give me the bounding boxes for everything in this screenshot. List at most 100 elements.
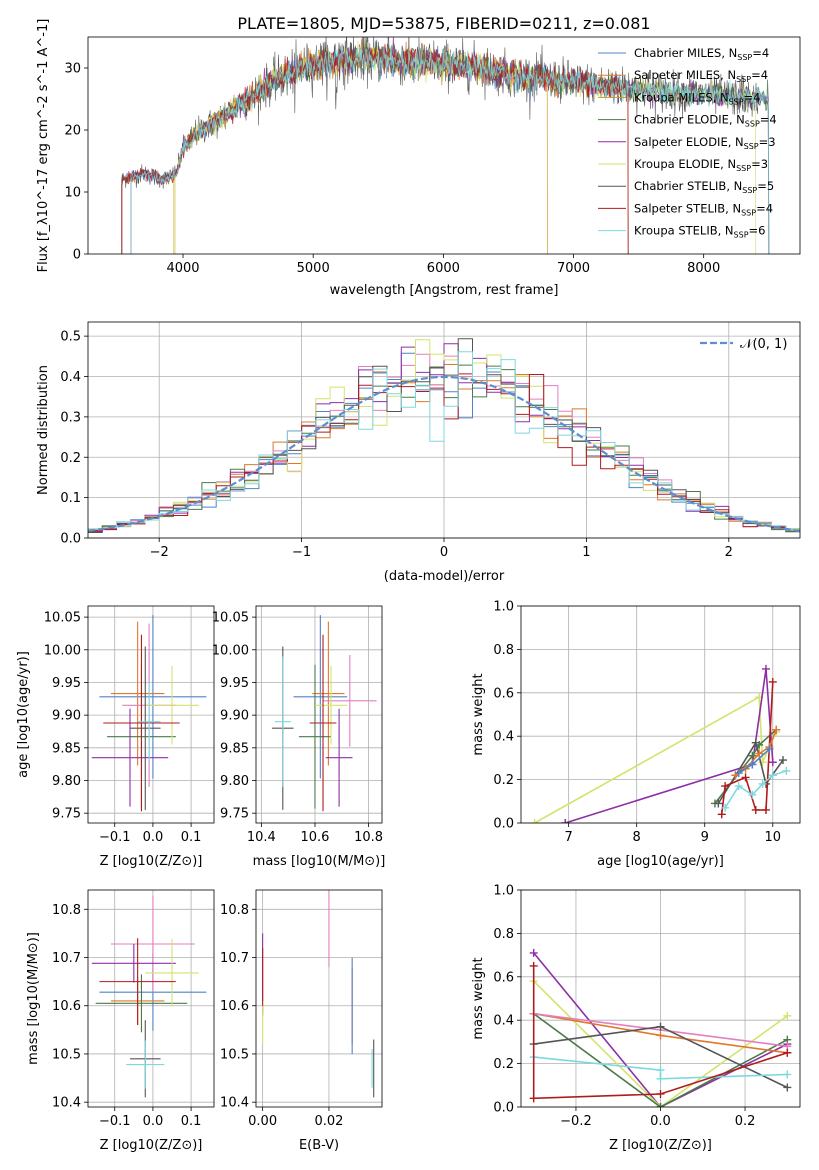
weight-marker <box>765 745 774 754</box>
y-tick-label: 10.7 <box>52 951 81 966</box>
mass-weight-vs-age-axes: 7 8 9 10 0.0 0.2 0.4 0.6 0.8 1.0 age [log10(age/yr… <box>471 600 801 869</box>
spectrum-plot-area <box>121 37 770 254</box>
y-tick-label: 0.8 <box>493 927 514 942</box>
legend-label-tail: =4 <box>760 113 777 127</box>
y-tick-label: 10.05 <box>44 611 81 626</box>
residual-distribution-plot-area <box>88 338 800 533</box>
y-axis-label: mass weight <box>471 673 486 755</box>
y-tick-label: 0.6 <box>493 970 514 985</box>
x-tick-label: 5000 <box>297 261 330 276</box>
mass-vs-metallicity-axes: −0.1 0.0 0.1 10.4 10.5 10.6 10.7 10.8 Z [log10(Z… <box>26 889 215 1153</box>
weight-line-salpeter-elodie <box>564 668 774 823</box>
legend-label-base: Kroupa ELODIE, N <box>634 157 736 171</box>
mass-vs-metallicity-plot-area <box>91 895 207 1098</box>
y-tick-label: 10.6 <box>220 999 249 1014</box>
y-tick-label: 0.0 <box>493 1101 514 1116</box>
age-vs-mass-axes: 10.4 10.6 10.8 9.75 9.80 9.85 9.90 9.95 10.00 10.… <box>212 605 385 869</box>
weight-marker <box>783 1048 792 1057</box>
weight-marker <box>783 1070 792 1079</box>
weight-marker <box>561 819 570 823</box>
residual-distribution-frame <box>87 321 801 539</box>
legend-label-tail: =4 <box>756 201 773 215</box>
x-tick-label: 10.6 <box>301 830 330 845</box>
x-tick-label: 8000 <box>687 261 720 276</box>
x-tick-label: 2 <box>725 545 733 560</box>
spectrum-axes: 4000 5000 6000 7000 8000 0 10 20 30 PLATE=1805, M… <box>36 14 801 298</box>
weight-line-kroupa-elodie <box>534 695 777 823</box>
y-tick-label: 1.0 <box>493 600 514 615</box>
y-tick-label: 10.8 <box>220 903 249 918</box>
y-tick-label: 0.0 <box>60 532 81 547</box>
mass-weight-vs-metallicity-plot-area <box>529 948 792 1107</box>
x-tick-label: 9 <box>701 830 709 845</box>
legend-label-sub: SSP <box>745 120 760 129</box>
x-tick-label: 7000 <box>557 261 590 276</box>
legend-label-base: Kroupa MILES, N <box>634 90 729 104</box>
weight-marker <box>748 751 757 760</box>
legend-label-sub: SSP <box>737 53 752 62</box>
weight-marker <box>758 779 767 788</box>
y-tick-label: 9.75 <box>220 807 249 822</box>
y-tick-label: 0.6 <box>493 686 514 701</box>
x-axis-label: age [log10(age/yr)] <box>597 854 724 869</box>
y-tick-label: 0 <box>73 248 81 263</box>
x-tick-label: 10 <box>765 830 782 845</box>
x-axis-label: Z [log10(Z/Z⊙)] <box>100 1138 203 1153</box>
model-spectrum-kroupa-stelib <box>130 43 770 254</box>
weight-line-salpeter-stelib <box>532 966 788 1100</box>
spectrum-frame <box>87 36 801 255</box>
x-tick-label: 0.02 <box>314 1114 343 1129</box>
weight-marker <box>529 1094 538 1103</box>
x-tick-label: 10.8 <box>354 830 383 845</box>
y-tick-label: 10.00 <box>44 643 81 658</box>
y-tick-label: 9.85 <box>52 741 81 756</box>
legend-label-base: Salpeter ELODIE, N <box>634 135 744 149</box>
y-axis-label: mass weight <box>471 957 486 1039</box>
weight-line-salpeter-elodie <box>533 952 788 1107</box>
legend-label-tail: =4 <box>752 46 769 60</box>
weight-marker <box>741 773 750 782</box>
chart-title: PLATE=1805, MJD=53875, FIBERID=0211, z=0… <box>237 14 650 33</box>
legend-label-base: Kroupa STELIB, N <box>634 224 734 238</box>
x-tick-label: −2 <box>150 545 169 560</box>
y-tick-label: 9.85 <box>220 741 249 756</box>
mass-vs-extinction-frame <box>255 889 383 1108</box>
x-axis-label: wavelength [Angstrom, rest frame] <box>330 283 559 298</box>
model-spectrum-kroupa-miles <box>173 44 548 254</box>
histogram-kroupa-stelib <box>88 351 800 531</box>
weight-marker <box>717 810 726 819</box>
weight-marker <box>751 738 760 747</box>
y-tick-label: 30 <box>64 62 81 77</box>
legend-label-tail: =6 <box>749 224 766 238</box>
legend-label-tail: =3 <box>751 157 768 171</box>
x-tick-label: 7 <box>564 830 572 845</box>
y-axis-label: age [log10(age/yr)] <box>16 651 31 778</box>
x-tick-label: 0.0 <box>143 1114 164 1129</box>
y-tick-label: 0.4 <box>493 730 514 745</box>
x-axis-label: Z [log10(Z/Z⊙)] <box>100 854 203 869</box>
x-axis-label: Z [log10(Z/Z⊙)] <box>609 1138 712 1153</box>
x-tick-label: 4000 <box>166 261 199 276</box>
age-vs-mass-plot-area <box>272 615 377 812</box>
legend-label-sub: SSP <box>736 75 751 84</box>
age-vs-metallicity-axes: −0.1 0.0 0.1 9.75 9.80 9.85 9.90 9.95 10.00 10.05… <box>16 605 215 869</box>
y-tick-label: 0.5 <box>60 330 81 345</box>
x-tick-label: 6000 <box>427 261 460 276</box>
legend-label: Kroupa STELIB, NSSP=6 <box>634 224 765 240</box>
y-tick-label: 10.7 <box>220 951 249 966</box>
y-tick-label: 10.00 <box>212 643 249 658</box>
legend-label-tail: =3 <box>759 135 776 149</box>
weight-marker <box>714 799 723 808</box>
y-tick-label: 9.90 <box>220 709 249 724</box>
weight-marker <box>768 677 777 686</box>
x-axis-label: (data-model)/error <box>384 569 505 584</box>
y-tick-label: 10.05 <box>212 611 249 626</box>
mass-vs-metallicity-frame <box>87 889 215 1108</box>
y-tick-label: 0.1 <box>60 491 81 506</box>
age-vs-mass-frame <box>255 605 383 824</box>
weight-line-kroupa-stelib <box>533 1056 788 1080</box>
y-tick-label: 0.4 <box>60 370 81 385</box>
y-tick-label: 0.8 <box>493 643 514 658</box>
x-tick-label: −0.1 <box>99 830 131 845</box>
y-axis-label: mass [log10(M/M⊙)] <box>26 932 41 1065</box>
